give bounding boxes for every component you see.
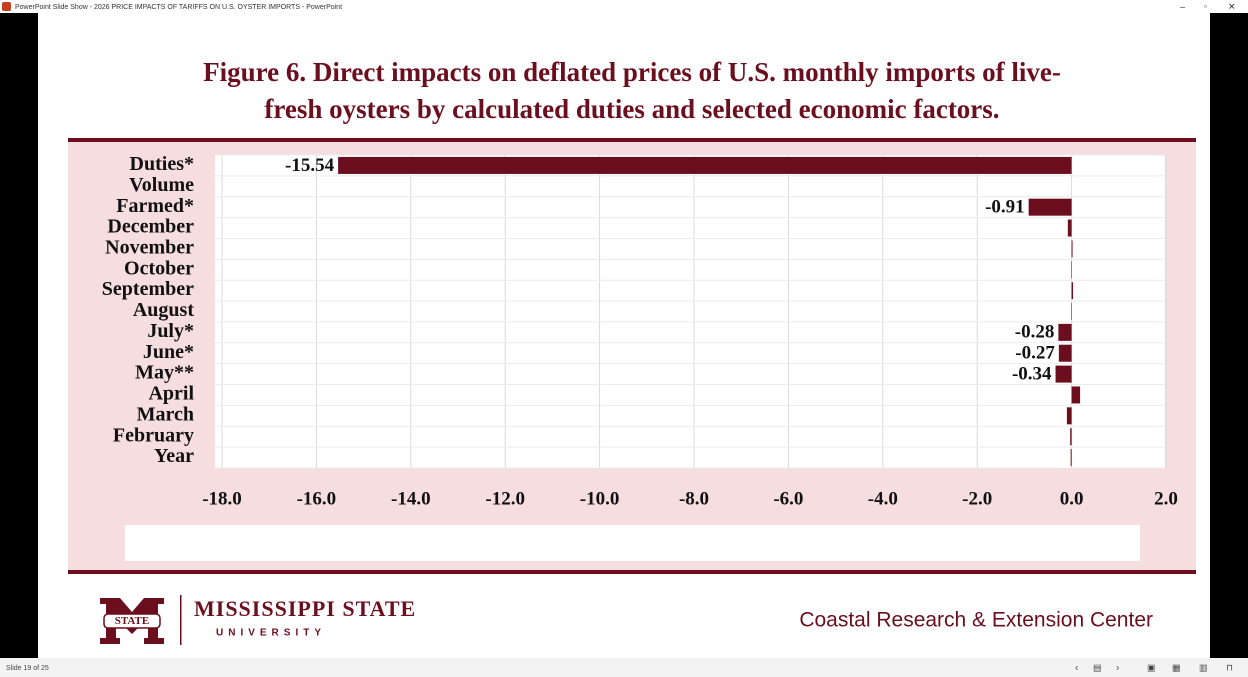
rule-bottom [68,570,1196,574]
slide-counter: Slide 19 of 25 [6,665,49,672]
x-tick-label: -8.0 [679,488,709,509]
y-tick-label: Farmed* [116,195,194,217]
app-icon [2,2,11,11]
y-tick-label: Year [154,445,194,467]
bar [1071,240,1073,258]
footer-divider [180,595,182,645]
data-label: -0.91 [985,197,1025,218]
university-sub: UNIVERSITY [216,628,326,639]
data-label: -15.54 [285,155,335,176]
legend [125,525,1140,561]
restore[interactable]: ▫ [1204,2,1207,11]
reading-view[interactable]: ▥ [1199,662,1208,672]
y-tick-label: April [148,383,194,405]
menu-button[interactable]: ▤ [1093,662,1102,672]
chart-title: fresh oysters by calculated duties and s… [264,94,999,124]
bar [1058,344,1072,362]
x-tick-label: -2.0 [962,488,992,509]
window-title: PowerPoint Slide Show - 2026 PRICE IMPAC… [15,4,342,11]
bar [1066,407,1072,425]
status-bar [0,658,1248,677]
y-tick-label: June* [143,341,194,363]
logo-text: STATE [115,615,149,627]
y-tick-label: Duties* [130,153,194,175]
y-tick-label: December [107,216,194,238]
rule-top [68,138,1196,142]
x-tick-label: -18.0 [202,488,242,509]
minimize[interactable]: – [1180,1,1185,11]
data-label: -0.28 [1015,322,1055,343]
y-tick-label: February [113,424,194,446]
bar [338,156,1072,174]
data-label: -0.27 [1015,343,1055,364]
center-name: Coastal Research & Extension Center [799,609,1153,632]
y-tick-label: March [137,403,194,425]
slideshow-view[interactable]: ⊓ [1226,662,1233,672]
y-tick-label: August [133,299,194,321]
y-tick-label: September [102,278,194,300]
y-tick-label: May** [135,362,194,384]
chart-title: Figure 6. Direct impacts on deflated pri… [203,57,1061,87]
bar [1070,449,1072,467]
prev-button[interactable]: ‹ [1075,663,1078,674]
x-tick-label: -10.0 [580,488,620,509]
bar [1055,365,1072,383]
bar [1067,219,1072,237]
bar [1071,282,1074,300]
sorter-view[interactable]: ▦ [1172,662,1181,672]
plot-area [215,155,1165,468]
normal-view[interactable]: ▣ [1147,662,1156,672]
x-tick-label: 0.0 [1060,488,1084,509]
y-tick-label: Volume [129,174,194,196]
x-tick-label: -12.0 [485,488,525,509]
bar [1070,428,1072,446]
x-tick-label: 2.0 [1154,488,1178,509]
next-button[interactable]: › [1116,663,1119,674]
x-tick-label: -14.0 [391,488,431,509]
x-tick-label: -16.0 [297,488,337,509]
university-name: MISSISSIPPI STATE [194,596,416,621]
y-tick-label: July* [147,320,194,342]
close[interactable]: ✕ [1228,1,1236,11]
y-tick-label: October [124,257,194,279]
data-label: -0.34 [1012,363,1052,384]
bar [1071,386,1081,404]
x-tick-label: -6.0 [773,488,803,509]
y-tick-label: November [105,236,194,258]
logo-band [103,613,161,629]
title-bar [0,0,1248,13]
bar [1058,323,1072,341]
bar [1028,198,1072,216]
x-tick-label: -4.0 [868,488,898,509]
logo: STATE [100,598,164,644]
